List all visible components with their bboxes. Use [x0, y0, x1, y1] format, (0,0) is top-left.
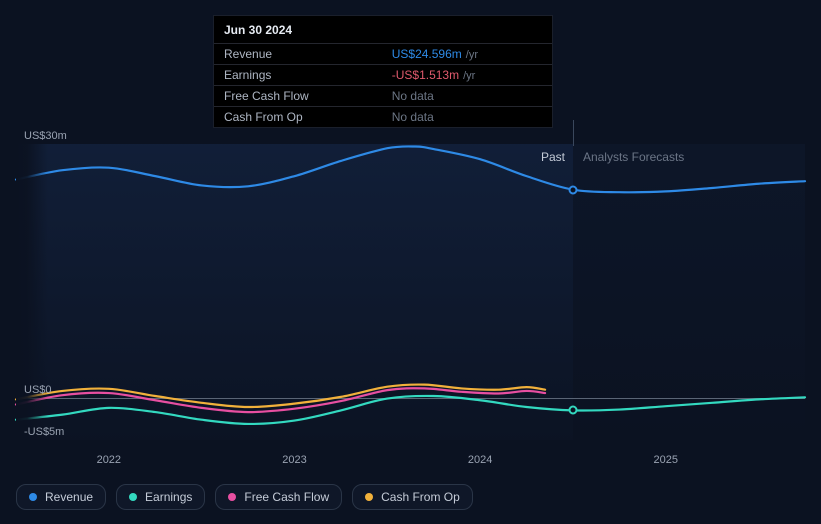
- y-tick-label: US$0: [24, 384, 52, 396]
- tooltip-label: Earnings: [214, 65, 382, 86]
- legend-label: Cash From Op: [381, 490, 460, 504]
- label-forecasts: Analysts Forecasts: [583, 150, 684, 164]
- series-svg: [16, 144, 805, 440]
- legend: Revenue Earnings Free Cash Flow Cash From O…: [16, 484, 473, 510]
- y-tick-label: US$30m: [24, 130, 67, 142]
- tooltip-date: Jun 30 2024: [214, 16, 552, 43]
- legend-dot-icon: [228, 493, 236, 501]
- legend-label: Revenue: [45, 490, 93, 504]
- chart-container: Jun 30 2024 RevenueUS$24.596m/yrEarnings…: [0, 0, 821, 524]
- tooltip-label: Free Cash Flow: [214, 86, 382, 107]
- legend-item-earnings[interactable]: Earnings: [116, 484, 205, 510]
- tooltip-label: Revenue: [214, 44, 382, 65]
- marker-revenue: [568, 185, 577, 194]
- series-revenue: [16, 146, 805, 192]
- legend-label: Earnings: [145, 490, 192, 504]
- legend-dot-icon: [365, 493, 373, 501]
- legend-item-fcf[interactable]: Free Cash Flow: [215, 484, 342, 510]
- label-past: Past: [541, 150, 565, 164]
- tooltip-value: No data: [382, 86, 552, 107]
- tooltip: Jun 30 2024 RevenueUS$24.596m/yrEarnings…: [213, 15, 553, 128]
- legend-dot-icon: [29, 493, 37, 501]
- series-earnings: [16, 396, 805, 424]
- tooltip-row-fcf: Free Cash FlowNo data: [214, 86, 552, 107]
- legend-dot-icon: [129, 493, 137, 501]
- tooltip-label: Cash From Op: [214, 107, 382, 128]
- legend-item-cfo[interactable]: Cash From Op: [352, 484, 473, 510]
- plot-area[interactable]: Past Analysts Forecasts US$30mUS$0-US$5m…: [16, 144, 805, 440]
- legend-item-revenue[interactable]: Revenue: [16, 484, 106, 510]
- tooltip-row-earnings: Earnings-US$1.513m/yr: [214, 65, 552, 86]
- tooltip-value: -US$1.513m/yr: [382, 65, 552, 86]
- past-forecast-divider: [573, 120, 574, 146]
- tooltip-value: No data: [382, 107, 552, 128]
- legend-label: Free Cash Flow: [244, 490, 329, 504]
- tooltip-row-revenue: RevenueUS$24.596m/yr: [214, 44, 552, 65]
- x-tick-label: 2022: [97, 454, 121, 466]
- x-tick-label: 2024: [468, 454, 492, 466]
- y-tick-label: -US$5m: [24, 426, 64, 438]
- tooltip-table: RevenueUS$24.596m/yrEarnings-US$1.513m/y…: [214, 43, 552, 127]
- marker-earnings: [568, 406, 577, 415]
- x-tick-label: 2023: [282, 454, 306, 466]
- x-tick-label: 2025: [654, 454, 678, 466]
- tooltip-row-cfo: Cash From OpNo data: [214, 107, 552, 128]
- series-cfo: [16, 385, 545, 408]
- tooltip-value: US$24.596m/yr: [382, 44, 552, 65]
